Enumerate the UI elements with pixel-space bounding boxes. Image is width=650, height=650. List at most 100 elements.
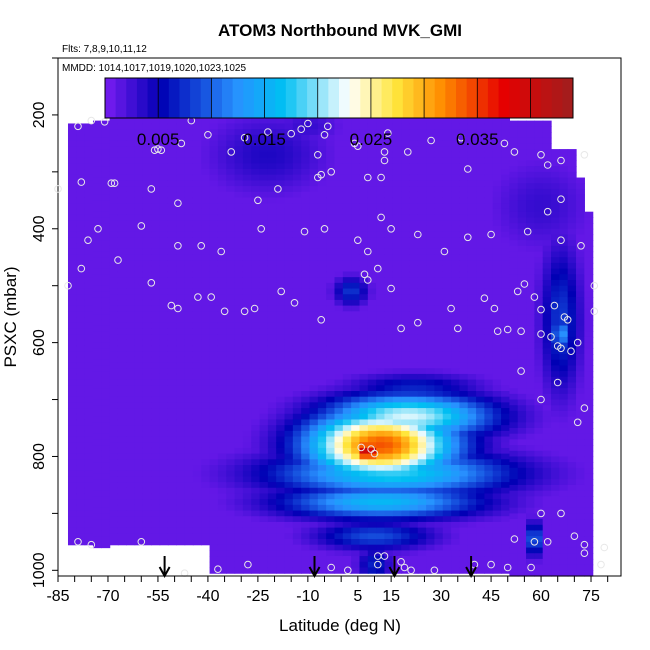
heatmap-cell [109, 527, 119, 534]
heatmap-cell [476, 561, 486, 569]
heatmap-cell [542, 171, 552, 179]
heatmap-cell [76, 311, 86, 318]
heatmap-cell [184, 231, 194, 238]
heatmap-cell [92, 428, 102, 435]
heatmap-cell [251, 203, 261, 210]
heatmap-cell [342, 311, 352, 318]
heatmap-cell [142, 254, 152, 261]
heatmap-cell [134, 487, 144, 495]
heatmap-cell [542, 143, 552, 150]
heatmap-cell [476, 254, 486, 261]
heatmap-cell [234, 476, 244, 483]
heatmap-cell [242, 157, 252, 164]
heatmap-cell [334, 413, 344, 421]
heatmap-cell [317, 504, 327, 512]
heatmap-cell [459, 527, 469, 534]
heatmap-cell [467, 220, 477, 227]
heatmap-cell [517, 496, 527, 503]
heatmap-cell [101, 285, 111, 292]
heatmap-cell [176, 539, 186, 546]
heatmap-cell [192, 425, 202, 432]
heatmap-cell [101, 308, 111, 315]
heatmap-cell [176, 322, 186, 329]
heatmap-cell [234, 265, 244, 273]
heatmap-cell [442, 191, 452, 199]
heatmap-cell [84, 163, 94, 170]
heatmap-cell [259, 453, 269, 460]
heatmap-cell [176, 123, 186, 130]
heatmap-cell [409, 521, 419, 529]
heatmap-cell [101, 496, 111, 503]
heatmap-cell [367, 294, 377, 301]
heatmap-cell [517, 365, 527, 372]
heatmap-cell [267, 442, 277, 449]
heatmap-cell [509, 297, 519, 304]
heatmap-cell [401, 265, 411, 273]
heatmap-cell [392, 134, 402, 142]
heatmap-cell [234, 385, 244, 392]
heatmap-cell [309, 299, 319, 307]
heatmap-cell [284, 550, 294, 557]
heatmap-cell [176, 453, 186, 460]
heatmap-cell [92, 160, 102, 167]
heatmap-cell [542, 268, 552, 275]
heatmap-cell [401, 117, 411, 125]
heatmap-cell [142, 140, 152, 147]
heatmap-cell [292, 379, 302, 386]
heatmap-cell [401, 516, 411, 523]
heatmap-cell [176, 117, 186, 125]
heatmap-cell [409, 163, 419, 170]
heatmap-cell [434, 146, 444, 153]
heatmap-cell [401, 191, 411, 199]
heatmap-cell [534, 120, 544, 127]
heatmap-cell [301, 436, 311, 443]
heatmap-cell [267, 151, 277, 159]
heatmap-cell [426, 248, 436, 255]
heatmap-cell [234, 419, 244, 426]
heatmap-cell [217, 356, 227, 364]
heatmap-cell [409, 265, 419, 273]
heatmap-cell [209, 197, 219, 204]
heatmap-cell [259, 311, 269, 318]
heatmap-cell [509, 336, 519, 344]
heatmap-cell [409, 117, 419, 125]
heatmap-cell [326, 237, 336, 244]
heatmap-cell [217, 430, 227, 438]
heatmap-cell [76, 146, 86, 153]
heatmap-cell [201, 117, 211, 125]
heatmap-cell [84, 191, 94, 199]
heatmap-cell [184, 373, 194, 381]
heatmap-cell [509, 251, 519, 258]
heatmap-cell [167, 339, 177, 347]
heatmap-cell [351, 277, 361, 284]
heatmap-cell [67, 459, 77, 466]
heatmap-cell [242, 243, 252, 250]
heatmap-cell [192, 345, 202, 352]
heatmap-cell [142, 237, 152, 244]
heatmap-cell [484, 129, 494, 136]
heatmap-cell [409, 516, 419, 523]
heatmap-cell [142, 311, 152, 318]
heatmap-cell [442, 288, 452, 295]
heatmap-cell [192, 459, 202, 466]
heatmap-cell [134, 174, 144, 181]
heatmap-cell [251, 533, 261, 540]
heatmap-cell [501, 413, 510, 421]
heatmap-cell [409, 277, 419, 284]
heatmap-cell [259, 151, 269, 159]
heatmap-cell [276, 146, 286, 153]
heatmap-cell [217, 134, 227, 142]
heatmap-cell [526, 154, 535, 162]
heatmap-cell [342, 146, 352, 153]
heatmap-cell [109, 248, 119, 255]
heatmap-cell [142, 174, 152, 181]
heatmap-cell [517, 194, 527, 201]
heatmap-cell [417, 436, 427, 443]
heatmap-cell [534, 410, 544, 418]
heatmap-cell [567, 365, 577, 372]
heatmap-cell [551, 348, 560, 355]
heatmap-cell [259, 556, 269, 563]
heatmap-cell [351, 191, 361, 199]
heatmap-cell [134, 430, 144, 438]
heatmap-cell [467, 237, 477, 244]
